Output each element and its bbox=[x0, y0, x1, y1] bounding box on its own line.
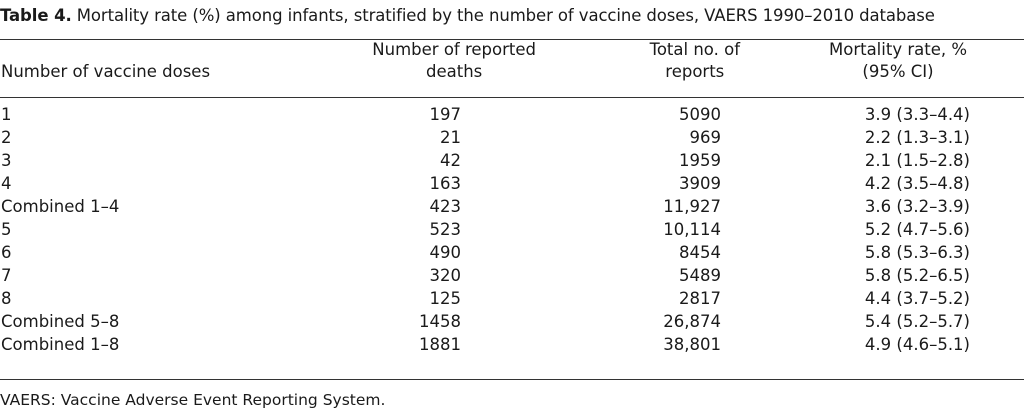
cell-deaths: 1458 bbox=[419, 312, 461, 331]
cell-doses: 4 bbox=[1, 174, 12, 193]
table-bottom-rule bbox=[0, 379, 1024, 380]
cell-doses: 8 bbox=[1, 289, 12, 308]
cell-doses: Combined 1–4 bbox=[1, 197, 120, 216]
header-deaths-line2: deaths bbox=[426, 62, 483, 81]
cell-doses: 6 bbox=[1, 243, 12, 262]
cell-doses: Combined 1–8 bbox=[1, 335, 120, 354]
cell-deaths: 42 bbox=[440, 151, 461, 170]
cell-rate: 4.4 (3.7–5.2) bbox=[864, 289, 970, 308]
table-row: 1 197 5090 3.9 (3.3–4.4) bbox=[0, 104, 1024, 126]
cell-doses: Combined 5–8 bbox=[1, 312, 120, 331]
header-total-reports: Total no. of reports bbox=[650, 39, 740, 83]
table-row: 2 21 969 2.2 (1.3–3.1) bbox=[0, 127, 1024, 149]
cell-rate: 2.2 (1.3–3.1) bbox=[864, 128, 970, 147]
cell-rate: 5.8 (5.3–6.3) bbox=[864, 243, 970, 262]
header-reports-line2: reports bbox=[665, 62, 725, 81]
cell-rate: 4.2 (3.5–4.8) bbox=[864, 174, 970, 193]
cell-reports: 5489 bbox=[679, 266, 721, 285]
table-row: 4 163 3909 4.2 (3.5–4.8) bbox=[0, 173, 1024, 195]
cell-doses: 3 bbox=[1, 151, 12, 170]
cell-reports: 2817 bbox=[679, 289, 721, 308]
cell-rate: 5.8 (5.2–6.5) bbox=[864, 266, 970, 285]
cell-reports: 38,801 bbox=[663, 335, 721, 354]
cell-reports: 3909 bbox=[679, 174, 721, 193]
table-top-rule bbox=[0, 39, 1024, 40]
cell-deaths: 1881 bbox=[419, 335, 461, 354]
table-row: 8 125 2817 4.4 (3.7–5.2) bbox=[0, 288, 1024, 310]
table-row: 5 523 10,114 5.2 (4.7–5.6) bbox=[0, 219, 1024, 241]
cell-deaths: 523 bbox=[429, 220, 462, 239]
header-number-of-vaccine-doses: Number of vaccine doses bbox=[1, 61, 210, 83]
header-deaths-line1: Number of reported bbox=[372, 40, 536, 59]
cell-reports: 969 bbox=[689, 128, 722, 147]
cell-doses: 2 bbox=[1, 128, 12, 147]
header-doses-label: Number of vaccine doses bbox=[1, 62, 211, 81]
cell-rate: 2.1 (1.5–2.8) bbox=[864, 151, 970, 170]
cell-doses: 5 bbox=[1, 220, 12, 239]
table-caption-text: Mortality rate (%) among infants, strati… bbox=[71, 6, 935, 25]
cell-reports: 26,874 bbox=[663, 312, 721, 331]
table-row: 3 42 1959 2.1 (1.5–2.8) bbox=[0, 150, 1024, 172]
cell-deaths: 197 bbox=[429, 105, 462, 124]
cell-deaths: 490 bbox=[429, 243, 462, 262]
cell-reports: 5090 bbox=[679, 105, 721, 124]
cell-reports: 11,927 bbox=[663, 197, 721, 216]
table-row: Combined 5–8 1458 26,874 5.4 (5.2–5.7) bbox=[0, 311, 1024, 333]
cell-deaths: 320 bbox=[429, 266, 462, 285]
cell-rate: 5.4 (5.2–5.7) bbox=[864, 312, 970, 331]
table-caption: Table 4. Mortality rate (%) among infant… bbox=[0, 6, 935, 26]
table-caption-label: Table 4. bbox=[0, 6, 72, 25]
cell-doses: 1 bbox=[1, 105, 12, 124]
cell-rate: 5.2 (4.7–5.6) bbox=[864, 220, 970, 239]
cell-deaths: 423 bbox=[429, 197, 462, 216]
cell-reports: 8454 bbox=[679, 243, 721, 262]
table-header-rule bbox=[0, 97, 1024, 98]
cell-deaths: 163 bbox=[429, 174, 462, 193]
table-row: 6 490 8454 5.8 (5.3–6.3) bbox=[0, 242, 1024, 264]
cell-rate: 4.9 (4.6–5.1) bbox=[864, 335, 970, 354]
cell-doses: 7 bbox=[1, 266, 12, 285]
header-rate-line2: (95% CI) bbox=[862, 62, 934, 81]
cell-deaths: 125 bbox=[429, 289, 462, 308]
cell-rate: 3.6 (3.2–3.9) bbox=[864, 197, 970, 216]
table-footnote: VAERS: Vaccine Adverse Event Reporting S… bbox=[0, 391, 386, 409]
cell-rate: 3.9 (3.3–4.4) bbox=[864, 105, 970, 124]
header-rate-line1: Mortality rate, % bbox=[828, 40, 968, 59]
header-reports-line1: Total no. of bbox=[649, 40, 740, 59]
cell-reports: 1959 bbox=[679, 151, 721, 170]
header-number-of-reported-deaths: Number of reported deaths bbox=[372, 39, 536, 83]
table-row: Combined 1–4 423 11,927 3.6 (3.2–3.9) bbox=[0, 196, 1024, 218]
header-mortality-rate: Mortality rate, % (95% CI) bbox=[818, 39, 978, 83]
cell-deaths: 21 bbox=[440, 128, 461, 147]
cell-reports: 10,114 bbox=[663, 220, 721, 239]
table-row: Combined 1–8 1881 38,801 4.9 (4.6–5.1) bbox=[0, 334, 1024, 356]
table-row: 7 320 5489 5.8 (5.2–6.5) bbox=[0, 265, 1024, 287]
